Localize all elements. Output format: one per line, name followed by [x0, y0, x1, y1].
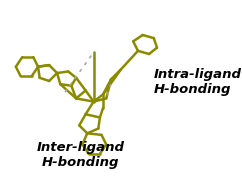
Text: Intra-ligand
H-bonding: Intra-ligand H-bonding [153, 68, 242, 96]
Text: Inter-ligand
H-bonding: Inter-ligand H-bonding [37, 142, 125, 170]
